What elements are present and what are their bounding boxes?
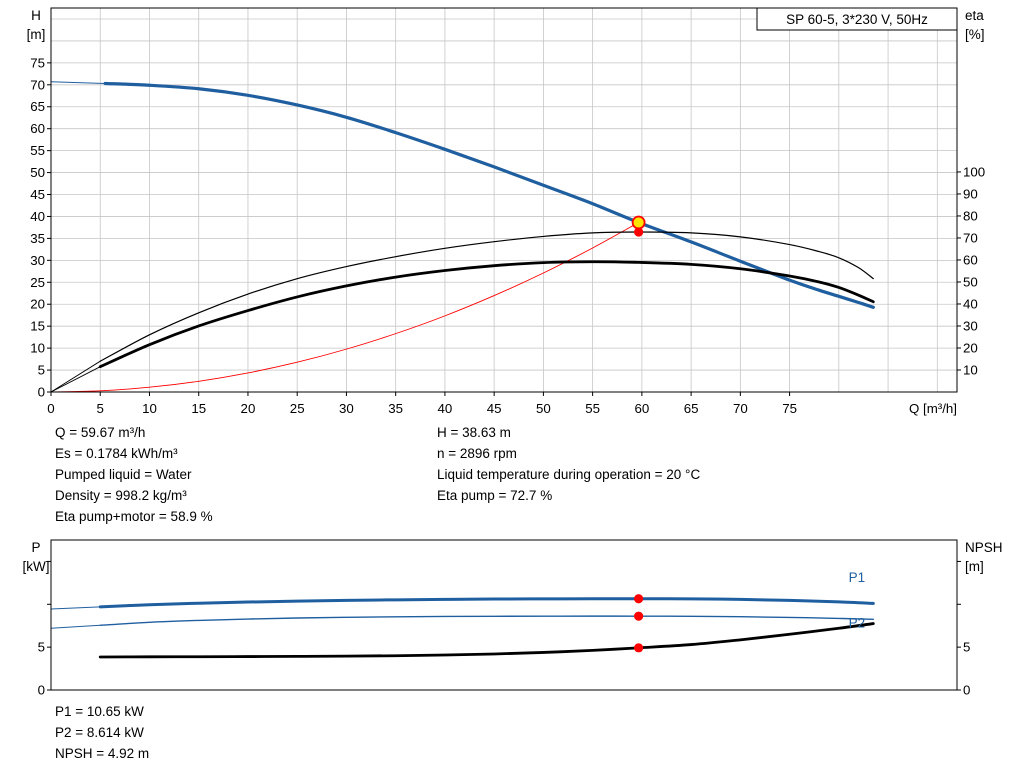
x-axis-label: Q [m³/h] [909, 401, 957, 416]
right-tick-label: 10 [963, 362, 978, 377]
x-tick-label: 0 [47, 401, 54, 416]
result-p1: P1 = 10.65 kW [55, 704, 144, 719]
plot-border [50, 539, 958, 691]
result-npsh: NPSH = 4.92 m [55, 746, 150, 761]
left-tick-label: 25 [30, 275, 45, 290]
result-p2: P2 = 8.614 kW [55, 725, 144, 740]
right-tick-label: 70 [963, 230, 978, 245]
p2-point [634, 611, 644, 621]
x-tick-label: 70 [733, 401, 748, 416]
left-tick-label: 45 [30, 187, 45, 202]
left-tick-label: 15 [30, 319, 45, 334]
duty-details-left: Q = 59.67 m³/h Es = 0.1784 kWh/m³ Pumped… [55, 422, 213, 527]
left-tick-label: 60 [30, 121, 45, 136]
detail-energy: Es = 0.1784 kWh/m³ [55, 446, 178, 461]
right-tick-label: 100 [963, 164, 985, 179]
head-curve [103, 81, 875, 309]
p1-curve-lead [50, 606, 101, 610]
left-tick-label: 0 [38, 385, 45, 400]
left-tick-label: 50 [30, 165, 45, 180]
x-tick-label: 65 [684, 401, 699, 416]
x-tick-label: 20 [241, 401, 256, 416]
head-curve-lead [50, 81, 106, 84]
detail-speed: n = 2896 rpm [437, 446, 517, 461]
right-axis-name: NPSH [965, 540, 1003, 555]
x-tick-label: 75 [782, 401, 797, 416]
right-tick-label: 30 [963, 318, 978, 333]
x-tick-label: 30 [339, 401, 354, 416]
detail-eta-pump: Eta pump = 72.7 % [437, 488, 553, 503]
detail-liquid: Pumped liquid = Water [55, 467, 192, 482]
pump-title-box [756, 7, 958, 31]
left-tick-label: 40 [30, 209, 45, 224]
p2-curve-lead [50, 624, 101, 629]
x-tick-label: 55 [585, 401, 600, 416]
left-tick-label: 30 [30, 253, 45, 268]
left-tick-label: 20 [30, 297, 45, 312]
left-tick-label: 35 [30, 231, 45, 246]
detail-head: H = 38.63 m [437, 425, 511, 440]
left-axis-unit: [kW] [23, 559, 50, 574]
left-tick-label: 5 [38, 640, 45, 655]
right-axis-unit: [m] [965, 559, 984, 574]
x-tick-label: 50 [536, 401, 551, 416]
eta-pump-motor-curve [98, 260, 875, 369]
left-tick-label: 10 [30, 341, 45, 356]
right-tick-label: 50 [963, 274, 978, 289]
power-results: P1 = 10.65 kW P2 = 8.614 kW NPSH = 4.92 … [55, 701, 149, 764]
detail-flow: Q = 59.67 m³/h [55, 425, 146, 440]
right-tick-label: 60 [963, 252, 978, 267]
eta-pump-curve [99, 231, 874, 362]
right-tick-label: 20 [963, 340, 978, 355]
right-tick-label: 5 [963, 640, 970, 655]
x-tick-label: 15 [191, 401, 206, 416]
p1-point [634, 594, 644, 604]
left-tick-label: 65 [30, 99, 45, 114]
left-axis-name: H [31, 8, 41, 23]
left-tick-label: 55 [30, 143, 45, 158]
pump-title: SP 60-5, 3*230 V, 50Hz [786, 12, 928, 27]
x-tick-label: 5 [97, 401, 104, 416]
x-tick-label: 10 [142, 401, 157, 416]
x-tick-label: 45 [487, 401, 502, 416]
right-tick-label: 40 [963, 296, 978, 311]
p2-curve [99, 615, 874, 626]
left-tick-label: 75 [30, 55, 45, 70]
duty-details-right: H = 38.63 m n = 2896 rpm Liquid temperat… [437, 422, 700, 506]
p1-curve-label: P1 [849, 570, 866, 585]
p2-curve-label: P2 [849, 615, 866, 630]
left-tick-label: 5 [38, 363, 45, 378]
p1-curve [98, 597, 875, 609]
qh-eta-chart: 0 5 10 15 20 25 30 35 40 45 50 55 60 65 70 75 0 5 10 15 20 25… [27, 7, 985, 416]
eta-pump-curve-lead [50, 360, 101, 393]
left-tick-label: 70 [30, 77, 45, 92]
left-axis-name: P [31, 540, 40, 555]
x-tick-label: 60 [634, 401, 649, 416]
detail-eta-pump-motor: Eta pump+motor = 58.9 % [55, 509, 213, 524]
right-tick-label: 90 [963, 186, 978, 201]
detail-density: Density = 998.2 kg/m³ [55, 488, 187, 503]
x-tick-label: 25 [290, 401, 305, 416]
npsh-curve [98, 622, 875, 659]
eta-pump-point [634, 227, 644, 237]
right-axis-name: eta [965, 8, 984, 23]
plot-border [50, 7, 958, 393]
right-tick-label: 80 [963, 208, 978, 223]
right-tick-label: 0 [963, 683, 970, 698]
detail-temperature: Liquid temperature during operation = 20… [437, 467, 701, 482]
right-axis-unit: [%] [965, 27, 985, 42]
x-tick-label: 40 [438, 401, 453, 416]
x-tick-label: 35 [388, 401, 403, 416]
power-npsh-chart: 0 5 0 5 P [kW] NPSH [m] P1 P2 [23, 539, 1003, 698]
system-curve [50, 222, 640, 393]
left-axis-unit: [m] [27, 27, 46, 42]
left-tick-label: 0 [38, 683, 45, 698]
eta-pump-motor-curve-lead [50, 366, 101, 393]
npsh-point [634, 643, 644, 653]
duty-point[interactable] [631, 215, 646, 230]
